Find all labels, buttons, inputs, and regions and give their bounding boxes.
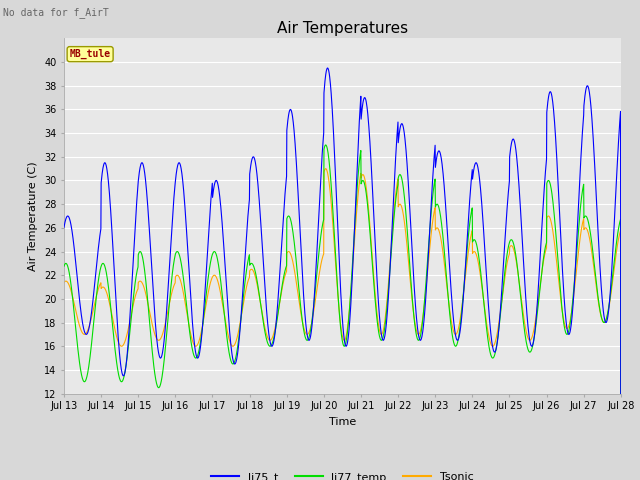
Title: Air Temperatures: Air Temperatures: [277, 21, 408, 36]
X-axis label: Time: Time: [329, 417, 356, 427]
Y-axis label: Air Temperature (C): Air Temperature (C): [28, 161, 38, 271]
Text: No data for f_AirT: No data for f_AirT: [3, 7, 109, 18]
Text: MB_tule: MB_tule: [70, 49, 111, 59]
Legend: li75_t, li77_temp, Tsonic: li75_t, li77_temp, Tsonic: [207, 468, 478, 480]
